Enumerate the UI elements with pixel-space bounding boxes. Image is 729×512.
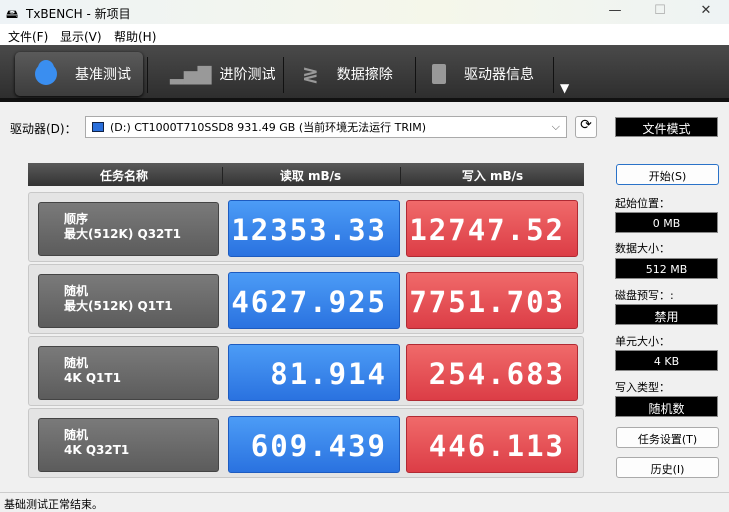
tab-advanced[interactable]: ▂▅▇ 进阶测试 — [150, 52, 278, 96]
task-params: 4K Q32T1 — [64, 443, 130, 457]
window-title: TxBENCH - 新项目 — [26, 7, 131, 21]
tab-label: 基准测试 — [75, 67, 131, 83]
app-icon: 🖴 — [6, 7, 19, 21]
maximize-button[interactable]: ☐ — [654, 3, 666, 18]
drive-label: 驱动器(D)： — [10, 122, 77, 136]
field-label: 单元大小： — [615, 335, 670, 348]
title-bar: 🖴 TxBENCH - 新项目 — ☐ ✕ — [0, 0, 729, 24]
read-value: 12353.33 — [228, 200, 400, 257]
header-task: 任务名称 — [99, 169, 148, 183]
read-value: 4627.925 — [228, 272, 400, 329]
start-position-field[interactable]: 0 MB — [615, 212, 718, 233]
field-label: 起始位置： — [615, 197, 670, 210]
mode-display: 文件模式 — [615, 117, 718, 137]
task-name-button[interactable]: 随机 4K Q32T1 — [38, 418, 219, 472]
table-row: 随机 4K Q32T1 609.439 446.113 — [28, 408, 584, 478]
field-label: 数据大小： — [615, 242, 670, 255]
tab-benchmark[interactable]: 基准测试 — [15, 52, 143, 96]
drive-value: (D:) CT1000T710SSD8 931.49 GB (当前环境无法运行 … — [110, 121, 427, 134]
stopwatch-icon — [35, 63, 57, 85]
tab-drive-info[interactable]: 驱动器信息 — [412, 52, 547, 96]
task-name-button[interactable]: 顺序 最大(512K) Q32T1 — [38, 202, 219, 256]
task-type: 随机 — [64, 284, 89, 298]
block-size-field[interactable]: 4 KB — [615, 350, 718, 371]
status-text: 基础测试正常结束。 — [4, 498, 103, 511]
table-row: 顺序 最大(512K) Q32T1 12353.33 12747.52 — [28, 192, 584, 262]
divider — [415, 57, 416, 93]
task-name-button[interactable]: 随机 最大(512K) Q1T1 — [38, 274, 219, 328]
drive-select[interactable]: (D:) CT1000T710SSD8 931.49 GB (当前环境无法运行 … — [85, 116, 567, 138]
status-bar: 基础测试正常结束。 — [0, 492, 729, 511]
more-tabs-button[interactable]: ▼ — [560, 81, 570, 95]
toolbar: 基准测试 ▂▅▇ 进阶测试 ≷ 数据擦除 驱动器信息 ▼ — [0, 45, 729, 102]
tab-label: 驱动器信息 — [464, 67, 534, 83]
task-params: 最大(512K) Q1T1 — [64, 299, 173, 313]
task-params: 最大(512K) Q32T1 — [64, 227, 181, 241]
start-button[interactable]: 开始(S) — [616, 164, 719, 185]
table-row: 随机 4K Q1T1 81.914 254.683 — [28, 336, 584, 406]
divider — [283, 57, 284, 93]
header-write: 写入 mB/s — [400, 167, 584, 184]
field-label: 写入类型： — [615, 381, 670, 394]
menu-bar: 文件(F) 显示(V) 帮助(H) — [0, 24, 729, 45]
task-params: 4K Q1T1 — [64, 371, 121, 385]
eraser-icon: ≷ — [302, 62, 319, 86]
header-read: 读取 mB/s — [222, 167, 398, 184]
write-value: 446.113 — [406, 416, 578, 473]
write-value: 7751.703 — [406, 272, 578, 329]
history-button[interactable]: 历史(I) — [616, 457, 719, 478]
task-type: 顺序 — [64, 212, 89, 226]
tab-label: 进阶测试 — [219, 67, 276, 83]
read-value: 609.439 — [228, 416, 400, 473]
write-value: 12747.52 — [406, 200, 578, 257]
minimize-button[interactable]: — — [608, 3, 622, 18]
drive-icon — [92, 122, 104, 132]
close-button[interactable]: ✕ — [700, 3, 712, 18]
write-type-field[interactable]: 随机数 — [615, 396, 718, 417]
divider — [553, 57, 554, 93]
table-row: 随机 最大(512K) Q1T1 4627.925 7751.703 — [28, 264, 584, 334]
task-name-button[interactable]: 随机 4K Q1T1 — [38, 346, 219, 400]
prewrite-field[interactable]: 禁用 — [615, 304, 718, 325]
data-size-field[interactable]: 512 MB — [615, 258, 718, 279]
refresh-button[interactable]: ⟳ — [575, 116, 597, 138]
field-label: 磁盘预写：: — [615, 289, 674, 302]
task-type: 随机 — [64, 428, 89, 442]
chevron-down-icon: ⌵ — [551, 120, 560, 133]
menu-file[interactable]: 文件(F) — [8, 30, 49, 44]
task-settings-button[interactable]: 任务设置(T) — [616, 427, 719, 448]
table-header: 任务名称 读取 mB/s 写入 mB/s — [28, 163, 584, 186]
tab-erase[interactable]: ≷ 数据擦除 — [282, 52, 410, 96]
menu-view[interactable]: 显示(V) — [60, 30, 102, 44]
read-value: 81.914 — [228, 344, 400, 401]
divider — [147, 57, 148, 93]
task-type: 随机 — [64, 356, 89, 370]
refresh-icon: ⟳ — [580, 117, 592, 133]
drive-info-icon — [432, 64, 446, 84]
bar-chart-icon: ▂▅▇ — [170, 63, 212, 85]
write-value: 254.683 — [406, 344, 578, 401]
menu-help[interactable]: 帮助(H) — [114, 30, 157, 44]
tab-label: 数据擦除 — [336, 67, 393, 83]
